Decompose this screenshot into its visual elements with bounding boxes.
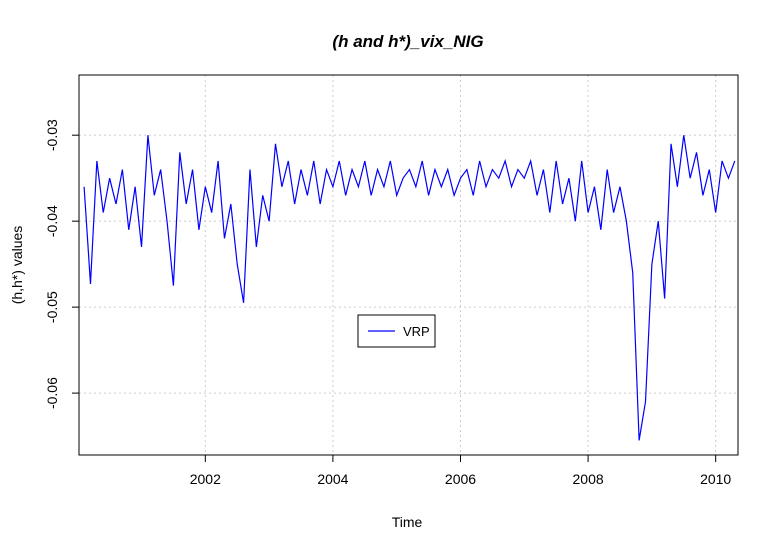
y-tick-label: -0.03 [44,119,60,151]
y-tick-label: -0.04 [44,205,60,237]
y-axis-label: (h,h*) values [9,226,25,305]
y-tick-label: -0.06 [44,377,60,409]
x-axis-label: Time [392,514,423,530]
y-tick-label: -0.05 [44,291,60,323]
x-tick-label: 2002 [190,471,221,487]
plot-frame [78,74,739,456]
legend-label: VRP [403,324,430,339]
data-line [83,135,736,441]
x-tick-label: 2004 [317,471,348,487]
x-tick-label: 2006 [445,471,476,487]
x-tick-label: 2008 [573,471,604,487]
chart-title: (h and h*)_vix_NIG [332,32,483,51]
x-tick-label: 2010 [700,471,731,487]
